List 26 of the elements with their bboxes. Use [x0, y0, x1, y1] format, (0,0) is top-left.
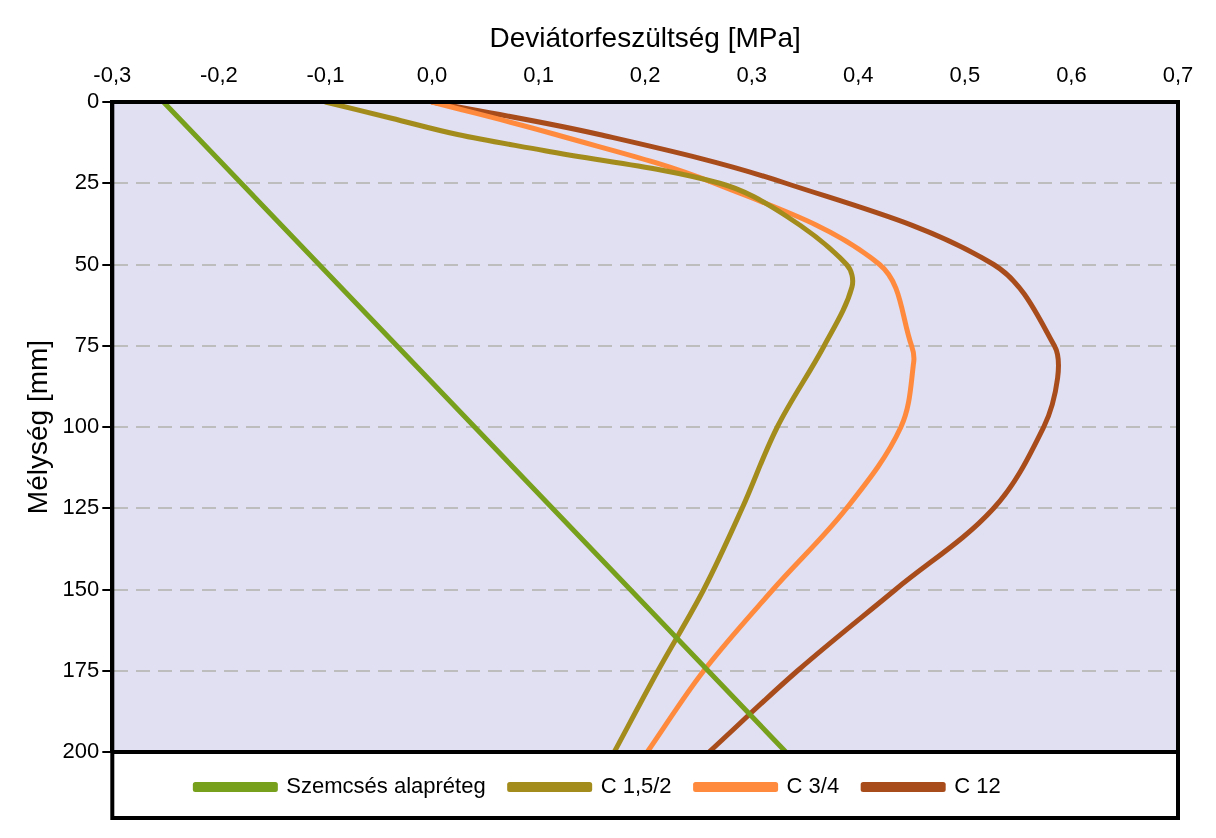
y-tick-label: 125 [62, 494, 100, 520]
x-axis-title: Deviátorfeszültség [MPa] [489, 21, 801, 53]
x-tick-label: 0,7 [1162, 61, 1194, 87]
legend-label: Szemcsés alapréteg [286, 773, 486, 799]
x-tick-label: 0,0 [416, 61, 448, 87]
x-tick-label: -0,1 [306, 61, 345, 87]
legend-label: C 3/4 [786, 773, 840, 799]
x-tick-label: -0,3 [93, 61, 132, 87]
x-tick-label: -0,2 [199, 61, 238, 87]
y-tick-label: 75 [74, 331, 100, 357]
x-tick-label: 0,4 [842, 61, 874, 87]
y-tick-label: 0 [87, 88, 100, 114]
x-tick-label: 0,1 [523, 61, 554, 87]
y-tick-label: 200 [62, 738, 100, 764]
y-tick-label: 25 [74, 169, 100, 195]
legend-label: C 1,5/2 [600, 773, 672, 799]
y-tick-label: 50 [74, 250, 100, 276]
y-tick-label: 100 [62, 413, 100, 439]
y-tick-label: 175 [62, 656, 100, 682]
x-tick-label: 0,3 [736, 61, 768, 87]
x-tick-label: 0,6 [1056, 61, 1087, 87]
x-tick-label: 0,2 [629, 61, 661, 87]
y-tick-label: 150 [62, 575, 100, 601]
legend-label: C 12 [954, 773, 1001, 799]
x-tick-label: 0,5 [949, 61, 981, 87]
y-axis-title: Mélység [mm] [21, 339, 53, 515]
